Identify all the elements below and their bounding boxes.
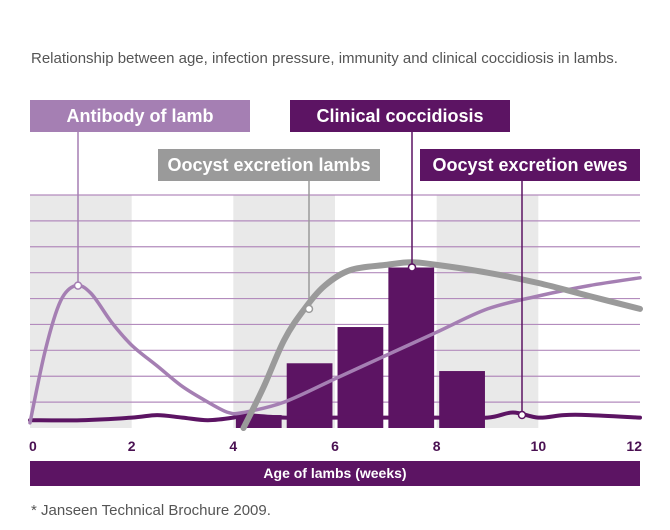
x-axis-label: Age of lambs (weeks) bbox=[263, 465, 406, 481]
label-box-oocyst-excretion-lambs bbox=[158, 149, 380, 181]
label-text-oocyst-excretion-lambs: Oocyst excretion lambs bbox=[167, 155, 370, 175]
label-box-oocyst-excretion-ewes bbox=[420, 149, 640, 181]
leader-dot-clinical-coccidiosis bbox=[407, 263, 417, 272]
series-line-oocyst-lambs bbox=[240, 259, 643, 431]
label-text-oocyst-excretion-ewes: Oocyst excretion ewes bbox=[432, 155, 627, 175]
bar-clinical-coccidiosis bbox=[388, 267, 435, 428]
background-band bbox=[30, 195, 132, 428]
bar-clinical-coccidiosis bbox=[337, 327, 384, 428]
leader-dot-oocyst-excretion-lambs bbox=[304, 304, 314, 314]
chart-title: Relationship between age, infection pres… bbox=[31, 50, 618, 67]
label-text-clinical-coccidiosis: Clinical coccidiosis bbox=[316, 106, 483, 126]
x-tick-label: 8 bbox=[433, 438, 441, 454]
leader-dot-antibody-of-lamb bbox=[73, 281, 83, 290]
x-tick-label: 12 bbox=[626, 438, 642, 454]
label-box-clinical-coccidiosis bbox=[290, 100, 510, 132]
x-axis-bar bbox=[30, 461, 640, 486]
label-box-antibody-of-lamb bbox=[30, 100, 250, 132]
x-tick-label: 10 bbox=[531, 438, 547, 454]
chart-plot: Antibody of lamb Oocyst excretion lambs Cl… bbox=[28, 100, 643, 486]
x-tick-label: 2 bbox=[128, 438, 136, 454]
x-tick-label: 0 bbox=[29, 438, 37, 454]
leader-dot-oocyst-excretion-ewes bbox=[517, 410, 527, 420]
chart-footnote: * Janseen Technical Brochure 2009. bbox=[31, 502, 271, 519]
label-text-antibody-of-lamb: Antibody of lamb bbox=[67, 106, 214, 126]
x-tick-label: 6 bbox=[331, 438, 339, 454]
x-tick-label: 4 bbox=[229, 438, 237, 454]
series-line-oocyst-ewes bbox=[28, 410, 642, 423]
